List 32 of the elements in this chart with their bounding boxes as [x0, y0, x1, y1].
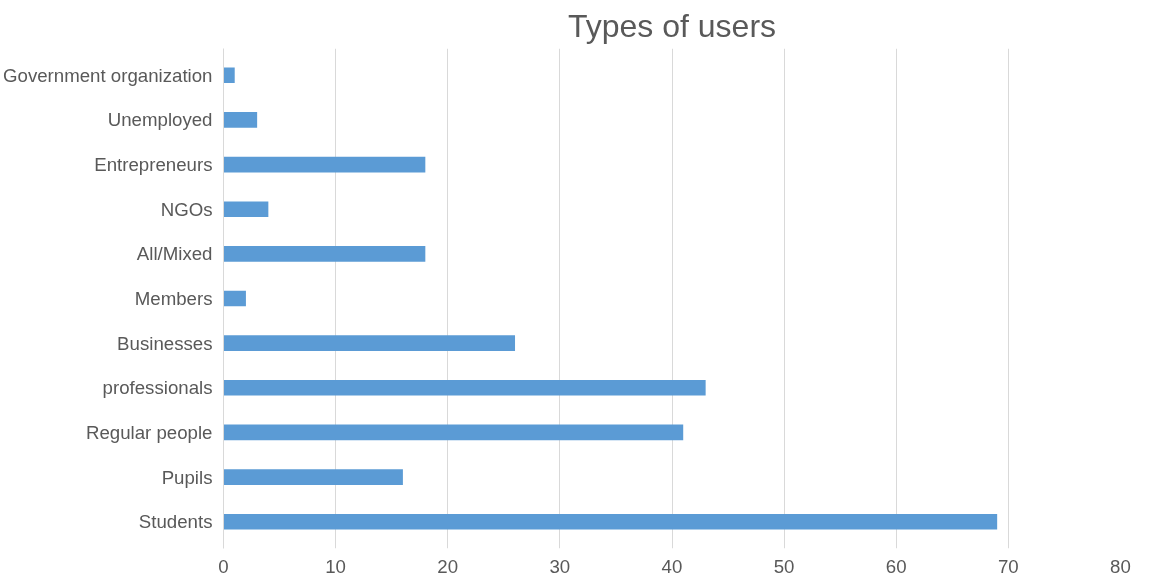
bar: [223, 67, 235, 84]
bar: [223, 469, 403, 485]
x-tick-label: 30: [549, 555, 571, 577]
y-tick-label: Students: [138, 511, 213, 533]
bar: [223, 513, 998, 530]
y-tick-label: Pupils: [161, 466, 213, 488]
y-tick-label: Regular people: [85, 421, 213, 443]
bar: [223, 246, 426, 262]
bar: [223, 290, 246, 307]
bar: [223, 379, 706, 396]
y-tick-label: Government organization: [3, 64, 213, 86]
chart-title: Types of users: [567, 7, 777, 44]
x-tick-label: 20: [437, 555, 459, 577]
bar: [223, 201, 269, 218]
y-tick-label: Unemployed: [107, 109, 213, 131]
y-tick-label: All/Mixed: [136, 243, 213, 265]
bar: [223, 112, 258, 128]
x-tick-label: 80: [1110, 555, 1131, 577]
x-tick-label: 10: [325, 555, 347, 577]
y-tick-label: Businesses: [117, 332, 213, 354]
bar: [223, 156, 426, 173]
x-tick-label: 50: [773, 555, 795, 577]
y-tick-label: Entrepreneurs: [94, 154, 213, 176]
bar: [223, 335, 516, 351]
x-tick-label: 40: [661, 555, 683, 577]
y-tick-label: Members: [134, 288, 213, 309]
y-tick-label: professionals: [102, 377, 213, 399]
x-tick-label: 70: [998, 555, 1019, 577]
x-tick-label: 60: [885, 555, 907, 577]
bar: [223, 424, 684, 441]
x-tick-label: 0: [218, 555, 229, 577]
y-tick-label: NGOs: [160, 198, 213, 220]
